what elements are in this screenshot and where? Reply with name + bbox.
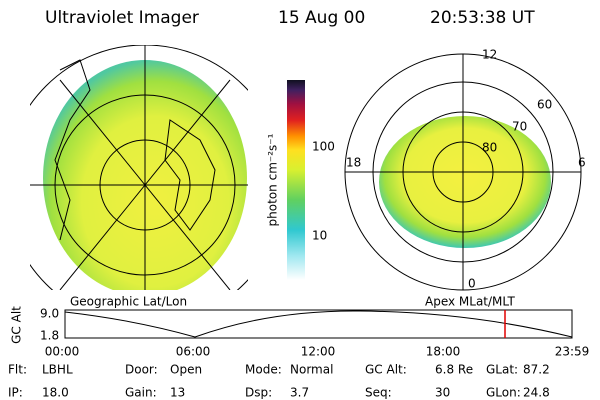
field-value: LBHL — [42, 363, 73, 377]
field-value: 87.2 — [523, 363, 550, 377]
strip-axis-label: GC Alt — [10, 306, 24, 344]
field-label: Dsp: — [245, 386, 272, 400]
mlt-label: 12 — [482, 48, 497, 62]
field-label: Flt: — [8, 363, 27, 377]
geographic-image — [30, 45, 248, 290]
colorbar-tick: 10 — [312, 229, 327, 243]
coastline — [54, 59, 216, 241]
field-value: Normal — [290, 363, 333, 377]
field-label: Mode: — [245, 363, 282, 377]
right-caption: Apex MLat/MLT — [425, 295, 515, 309]
mlat-label: 80 — [482, 141, 497, 155]
field-value: 13 — [170, 386, 185, 400]
mlat-label: 70 — [512, 120, 527, 134]
field-label: GC Alt: — [365, 363, 407, 377]
time: 20:53:38 UT — [430, 8, 535, 28]
field-value: 30 — [435, 386, 450, 400]
field-value: 3.7 — [290, 386, 309, 400]
colorbar-label: photon cm⁻²s⁻¹ — [266, 133, 280, 226]
field-value: 18.0 — [42, 386, 69, 400]
date: 15 Aug 00 — [278, 8, 365, 28]
field-value: Open — [170, 363, 202, 377]
strip-x-label: 18:00 — [426, 345, 461, 359]
mlt-label: 18 — [346, 156, 361, 170]
strip-x-label: 12:00 — [301, 345, 336, 359]
aurora-image — [379, 116, 551, 248]
field-value: 24.8 — [523, 386, 550, 400]
colorbar — [287, 80, 305, 280]
mlat-mlt-image — [344, 53, 582, 291]
colorbar-tick: 100 — [312, 140, 335, 154]
field-label: Door: — [125, 363, 158, 377]
field-label: GLon: — [486, 386, 521, 400]
mlt-label: 6 — [578, 156, 586, 170]
strip-x-label: 00:00 — [45, 345, 80, 359]
strip-x-label: 06:00 — [176, 345, 211, 359]
left-caption: Geographic Lat/Lon — [70, 295, 187, 309]
mlat-label: 60 — [537, 98, 552, 112]
mlt-label: 0 — [468, 277, 476, 291]
altitude-curve — [64, 310, 573, 338]
field-label: Gain: — [125, 386, 157, 400]
field-label: Seq: — [365, 386, 392, 400]
field-value: 6.8 Re — [435, 363, 473, 377]
footer: Flt: LBHL Door: Open Mode: Normal GC Alt: 6.8 R… — [8, 363, 550, 400]
strip-y-label: 1.8 — [40, 329, 59, 343]
field-label: IP: — [8, 386, 23, 400]
field-label: GLat: — [486, 363, 518, 377]
instrument-title: Ultraviolet Imager — [45, 8, 199, 28]
strip-x-label: 23:59 — [555, 345, 590, 359]
strip-y-label: 9.0 — [40, 307, 59, 321]
altitude-strip — [64, 309, 573, 339]
